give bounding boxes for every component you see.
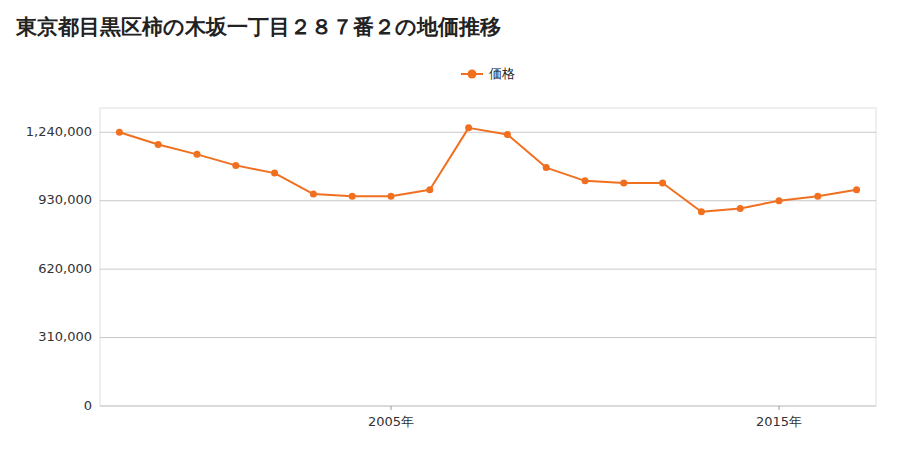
- point: [659, 180, 666, 187]
- point: [310, 191, 317, 198]
- y-tick-label: 0: [84, 398, 92, 413]
- y-tick-label: 930,000: [38, 192, 92, 207]
- point: [543, 164, 550, 171]
- x-tick-label: 2015年: [756, 414, 802, 429]
- legend-label: 価格: [489, 66, 515, 81]
- grid-line: [100, 200, 876, 201]
- plot-area: [116, 124, 860, 215]
- point: [620, 180, 627, 187]
- y-axis: 0 310,000 620,000 930,000 1,240,000: [26, 124, 876, 413]
- x-axis: 2005年 2015年: [368, 406, 802, 429]
- y-tick-label: 620,000: [38, 261, 92, 276]
- point: [426, 186, 433, 193]
- point: [465, 124, 472, 131]
- point: [504, 131, 511, 138]
- point: [155, 141, 162, 148]
- point: [349, 193, 356, 200]
- legend-item: 価格: [461, 66, 515, 81]
- point: [271, 170, 278, 177]
- point: [698, 208, 705, 215]
- legend: 価格: [461, 66, 515, 81]
- legend-marker: [468, 70, 477, 79]
- point: [853, 186, 860, 193]
- line: [119, 128, 856, 212]
- x-tick: [779, 406, 780, 410]
- point: [388, 193, 395, 200]
- point: [814, 193, 821, 200]
- point: [776, 197, 783, 204]
- title: 東京都目黒区柿の木坂一丁目２８７番２の地価推移: [15, 15, 501, 39]
- point: [582, 177, 589, 184]
- grid-line: [100, 337, 876, 338]
- chart: 0 310,000 620,000 930,000 1,240,000 2005年 2015…: [0, 0, 900, 450]
- point: [194, 151, 201, 158]
- page: {"chart_data": {"type": "line", "title":…: [0, 0, 900, 450]
- y-tick-label: 1,240,000: [26, 124, 92, 139]
- plot-frame: [100, 108, 876, 406]
- grid-line: [100, 269, 876, 270]
- x-tick: [391, 406, 392, 410]
- y-tick-label: 310,000: [38, 329, 92, 344]
- point: [116, 129, 123, 136]
- point: [232, 162, 239, 169]
- grid-line: [100, 406, 876, 407]
- point: [737, 205, 744, 212]
- x-tick-label: 2005年: [368, 414, 414, 429]
